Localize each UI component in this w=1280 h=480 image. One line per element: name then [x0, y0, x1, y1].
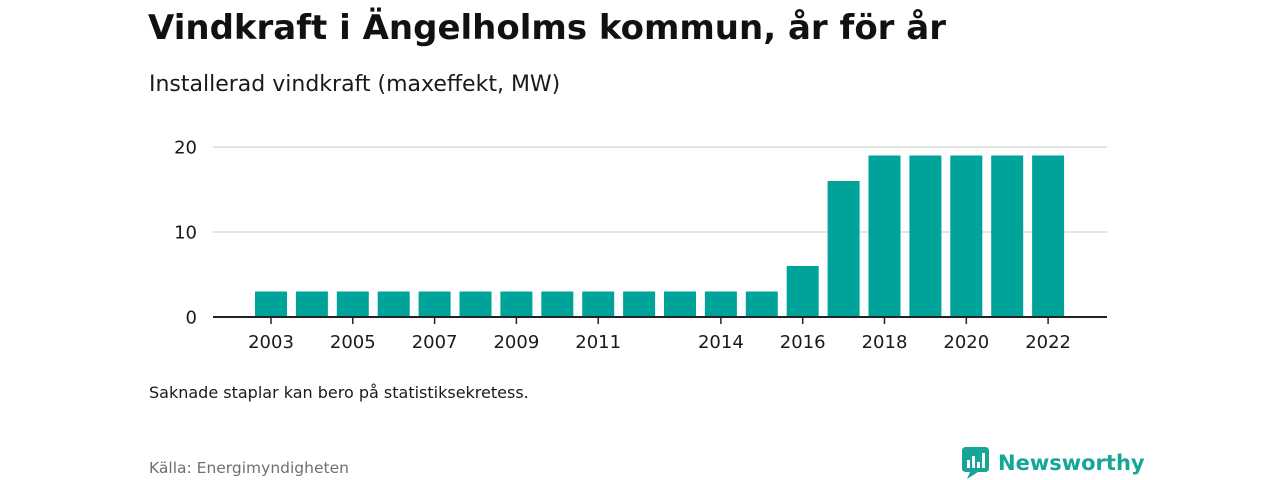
- bar-2004: [295, 291, 328, 317]
- x-tick-label: 2022: [1025, 332, 1071, 353]
- bar-2009: [500, 291, 533, 317]
- bar-2018: [868, 155, 901, 317]
- x-tick-label: 2020: [943, 332, 989, 353]
- bar-chart: 0 10 20 2003 2005 2007 2009 2011 2014 2016 2018 202…: [174, 138, 1107, 354]
- y-tick-label: 20: [174, 138, 197, 159]
- x-tick-label: 2009: [493, 332, 539, 353]
- newsworthy-logo[interactable]: Newsworthy: [962, 447, 1145, 479]
- bar-2008: [459, 291, 492, 317]
- brand-name: Newsworthy: [998, 451, 1145, 475]
- bar-2020: [950, 155, 983, 317]
- bar-2017: [827, 181, 860, 317]
- axes: [213, 316, 1107, 324]
- bar-2011: [582, 291, 615, 317]
- bar-2012: [623, 291, 656, 317]
- x-tick-label: 2005: [330, 332, 376, 353]
- bar-2003: [255, 291, 287, 317]
- x-tick-label: 2014: [698, 332, 744, 353]
- bar-2014: [704, 291, 737, 317]
- x-tick-label: 2007: [412, 332, 458, 353]
- chart-title: Vindkraft i Ängelholms kommun, år för år: [148, 8, 946, 48]
- bar-2006: [377, 291, 410, 317]
- bar-2016: [786, 266, 819, 317]
- bar-2007: [418, 291, 451, 317]
- bar-2019: [909, 155, 942, 317]
- bar-2005: [336, 291, 369, 317]
- bar-2010: [541, 291, 574, 317]
- y-tick-label: 10: [174, 223, 197, 244]
- x-tick-label: 2018: [862, 332, 908, 353]
- y-tick-label: 0: [186, 308, 197, 329]
- x-tick-label: 2016: [780, 332, 826, 353]
- x-tick-label: 2011: [575, 332, 621, 353]
- chart-subtitle: Installerad vindkraft (maxeffekt, MW): [149, 72, 561, 97]
- source-credit: Källa: Energimyndigheten: [149, 459, 349, 477]
- bar-2015: [745, 291, 778, 317]
- x-tick-label: 2003: [248, 332, 294, 353]
- newsworthy-logo-icon: [962, 447, 989, 479]
- tick-labels: 0 10 20 2003 2005 2007 2009 2011 2014 2016 2018 202…: [174, 138, 1071, 354]
- bar-2021: [991, 155, 1024, 317]
- chart-note: Saknade staplar kan bero på statistiksek…: [149, 383, 529, 402]
- bar-2022: [1032, 155, 1065, 317]
- bars: [255, 155, 1065, 317]
- bar-2013: [664, 291, 696, 317]
